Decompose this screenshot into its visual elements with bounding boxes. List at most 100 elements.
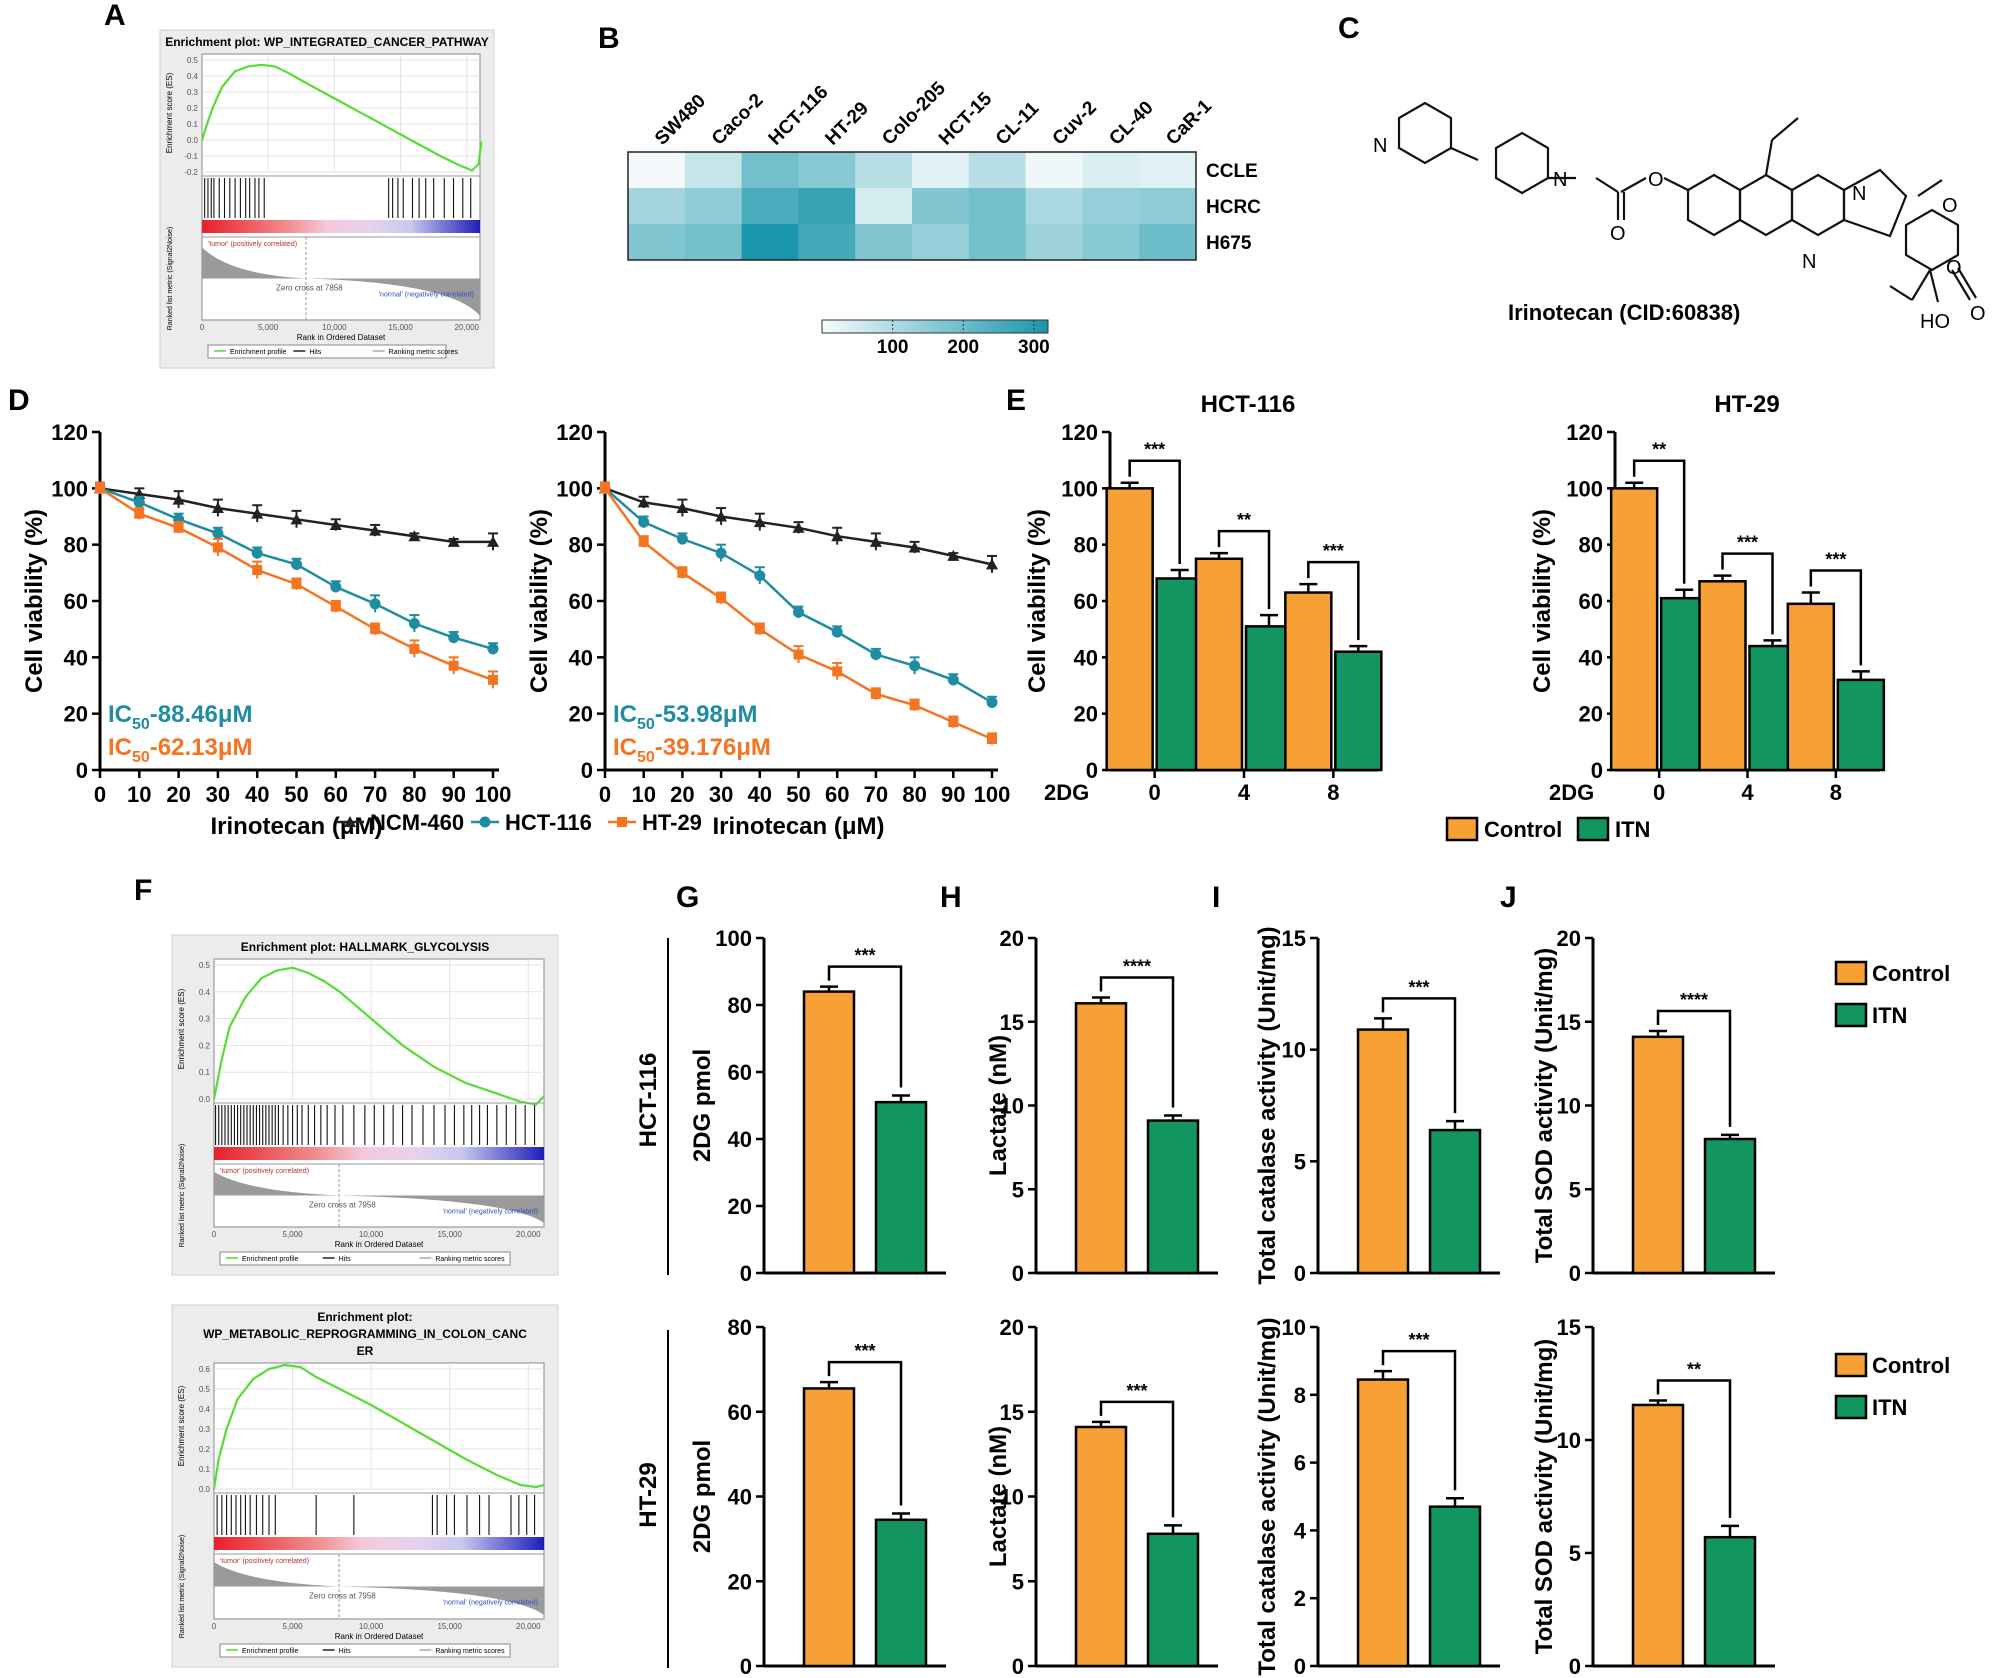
x-tick-label: 4: [1741, 780, 1754, 805]
x-tick-label: 8: [1830, 780, 1842, 805]
y-axis-label: 2DG pmol: [689, 1440, 716, 1553]
heatmap-column-label: Cuv-2: [1049, 97, 1101, 149]
bar-itn: [874, 1100, 928, 1275]
y-tick-label: 10: [1282, 1315, 1306, 1340]
heatmap-cell: [1082, 224, 1140, 261]
bar-itn: [1703, 1137, 1757, 1275]
panel-letter-f: F: [134, 874, 152, 907]
ic50-prefix: IC: [613, 701, 637, 728]
data-point: [369, 524, 382, 536]
y-tick-label: 100: [1061, 476, 1098, 501]
y-tick-label: 80: [728, 993, 752, 1018]
legend-label: HCT-116: [505, 810, 592, 835]
ic50-label-hct116: IC50-53.98μM: [613, 701, 758, 733]
heatmap-cell: [1082, 152, 1140, 189]
data-point: [133, 496, 145, 508]
x-axis-label: Irinotecan (μM): [210, 813, 382, 840]
y-axis-label: Lactate (nM): [985, 1426, 1012, 1567]
data-point: [369, 598, 381, 610]
data-point: [291, 579, 302, 590]
gsea-y2-label: Ranked list metric (Signal2Noise): [167, 227, 174, 330]
bar-itn: [1703, 1535, 1757, 1668]
gsea-neg-label: 'normal' (negatively correlated): [443, 1209, 538, 1216]
y-tick-label: 80: [1074, 533, 1098, 558]
x-tick-label: 60: [324, 782, 348, 807]
chart-title: HCT-116: [1201, 391, 1296, 418]
y-tick-label: 20: [1074, 702, 1098, 727]
y-tick-label: 5: [1569, 1177, 1581, 1202]
bar-itn: [1334, 650, 1383, 772]
heatmap-cell: [798, 188, 856, 225]
heatmap-cell: [968, 224, 1027, 261]
x-tick-label: 70: [363, 782, 387, 807]
ic50-subscript: 50: [132, 716, 150, 733]
gsea-y-tick-label: -0.2: [184, 168, 198, 177]
data-point: [870, 649, 882, 661]
y-tick-label: 40: [1074, 645, 1098, 670]
legend-marker: [479, 816, 491, 828]
bar-itn: [1146, 1532, 1200, 1668]
gsea-y-tick-label: 0.1: [199, 1068, 211, 1077]
data-point: [831, 530, 844, 542]
significance-label: ***: [1323, 541, 1344, 561]
heatmap-cell: [628, 152, 686, 189]
significance-bracket: [827, 1360, 903, 1506]
heatmap-cell: [741, 152, 799, 189]
bar-control: [1105, 487, 1154, 772]
bond: [1917, 179, 1943, 197]
y-tick-label: 4: [1294, 1518, 1307, 1543]
significance-bracket: [1632, 459, 1686, 584]
y-tick-label: 6: [1294, 1451, 1306, 1476]
y-tick-label: 0: [1591, 758, 1603, 783]
panel-letter-b: B: [598, 22, 620, 55]
panel-c-molecule: N N O O N N O O O HO Irinotecan (CID:60838): [1373, 101, 1986, 333]
heatmap-colorbar: [821, 319, 1049, 334]
panel-letter-a: A: [104, 0, 126, 32]
molecule-atom: O: [1970, 303, 1986, 325]
bar-itn: [874, 1518, 928, 1668]
heatmap-cell: [741, 188, 799, 225]
data-point: [370, 624, 381, 635]
y-tick-label: 5: [1294, 1149, 1306, 1174]
data-point: [792, 521, 805, 533]
data-point: [252, 565, 263, 576]
significance-bracket: [1307, 560, 1360, 641]
data-point: [677, 567, 688, 578]
gsea-title: Enrichment plot: HALLMARK_GLYCOLYSIS: [241, 940, 489, 954]
bar-itn: [1146, 1119, 1200, 1275]
gsea-y-tick-label: -0.1: [184, 152, 198, 161]
y-tick-label: 40: [728, 1127, 752, 1152]
ic50-value: -53.98μM: [655, 701, 758, 728]
molecule-atom: N: [1802, 251, 1816, 273]
bond: [1663, 177, 1689, 191]
y-tick-label: 100: [51, 476, 88, 501]
y-tick-label: 20: [1000, 926, 1024, 951]
significance-bracket: [1656, 1009, 1732, 1127]
legend-swatch: [1834, 1394, 1868, 1420]
heatmap-column-label: CL-40: [1105, 97, 1157, 149]
heatmap-row-label: HCRC: [1206, 197, 1261, 218]
legend-label: ITN: [1872, 1395, 1907, 1420]
y-axis-label: Total SOD activity (Unit/mg): [1531, 1339, 1558, 1655]
gsea-y-tick-label: 0.3: [199, 1425, 211, 1434]
gsea-legend-label: Hits: [339, 1256, 352, 1263]
data-point: [487, 535, 499, 547]
molecule-atom: HO: [1920, 311, 1950, 333]
data-point: [409, 643, 420, 654]
gsea-y2-label: Ranked list metric (Signal2Noise): [179, 1535, 186, 1638]
legend-label: ITN: [1872, 1003, 1907, 1028]
molecule-atom: O: [1946, 257, 1962, 279]
y-tick-label: 20: [64, 702, 88, 727]
gsea-x-tick-label: 20,000: [516, 1622, 541, 1631]
gsea-title-line3: ER: [357, 1344, 374, 1358]
heatmap-cell: [684, 224, 743, 261]
data-point: [947, 549, 960, 561]
x-tick-label: 80: [402, 782, 426, 807]
piperidine-ring: [1397, 101, 1453, 165]
legend-label: Control: [1484, 817, 1562, 842]
data-point: [909, 700, 920, 711]
data-point: [212, 527, 224, 539]
heatmap-cell: [855, 224, 913, 261]
